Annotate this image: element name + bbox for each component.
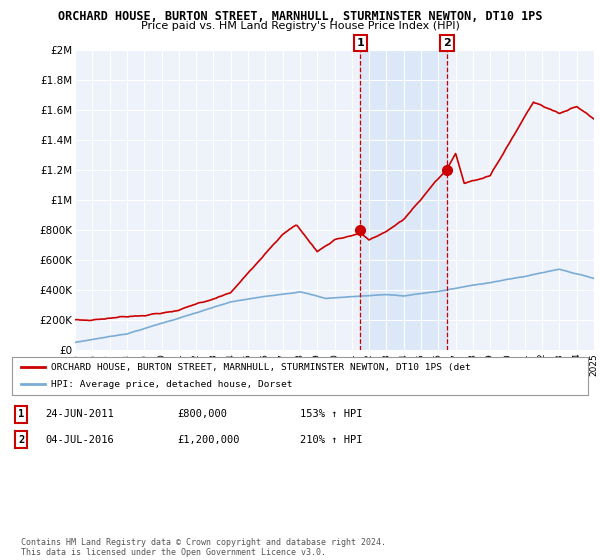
Bar — [361, 50, 447, 350]
Text: £1,200,000: £1,200,000 — [177, 435, 239, 445]
Text: Contains HM Land Registry data © Crown copyright and database right 2024.
This d: Contains HM Land Registry data © Crown c… — [21, 538, 386, 557]
Text: ORCHARD HOUSE, BURTON STREET, MARNHULL, STURMINSTER NEWTON, DT10 1PS: ORCHARD HOUSE, BURTON STREET, MARNHULL, … — [58, 10, 542, 23]
Text: 153% ↑ HPI: 153% ↑ HPI — [300, 409, 362, 419]
Text: Price paid vs. HM Land Registry's House Price Index (HPI): Price paid vs. HM Land Registry's House … — [140, 21, 460, 31]
Text: ORCHARD HOUSE, BURTON STREET, MARNHULL, STURMINSTER NEWTON, DT10 1PS (det: ORCHARD HOUSE, BURTON STREET, MARNHULL, … — [51, 363, 471, 372]
Text: HPI: Average price, detached house, Dorset: HPI: Average price, detached house, Dors… — [51, 380, 293, 389]
Text: 1: 1 — [18, 409, 24, 419]
Text: £800,000: £800,000 — [177, 409, 227, 419]
Text: 24-JUN-2011: 24-JUN-2011 — [45, 409, 114, 419]
Text: 1: 1 — [356, 38, 364, 48]
Text: 210% ↑ HPI: 210% ↑ HPI — [300, 435, 362, 445]
Text: 2: 2 — [443, 38, 451, 48]
Text: 04-JUL-2016: 04-JUL-2016 — [45, 435, 114, 445]
Text: 2: 2 — [18, 435, 24, 445]
